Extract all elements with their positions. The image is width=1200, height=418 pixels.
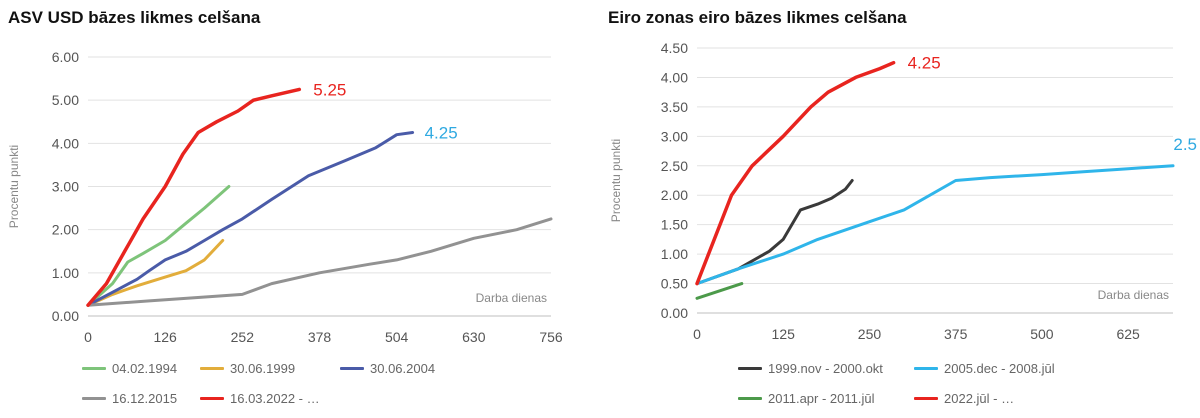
y-tick-label: 2.00	[52, 222, 79, 238]
chart-plot-eur: 0.000.501.001.502.002.503.003.504.004.50…	[609, 40, 1197, 342]
y-axis-label: Procentu punkti	[609, 139, 623, 222]
x-tick-label: 250	[858, 326, 882, 342]
y-tick-label: 4.50	[661, 40, 688, 56]
x-axis-label: Darba dienas	[476, 291, 547, 305]
series-line	[695, 179, 854, 286]
series-line	[86, 131, 415, 307]
y-tick-label: 3.50	[661, 99, 688, 115]
chart-title: ASV USD bāzes likmes celšana	[8, 8, 261, 27]
legend-item: 16.03.2022 - …	[200, 391, 320, 406]
legend-swatch	[82, 397, 106, 400]
legend-swatch	[914, 367, 938, 370]
series-line	[86, 185, 231, 307]
y-tick-label: 1.00	[661, 246, 688, 262]
x-tick-label: 252	[231, 329, 255, 345]
y-tick-label: 0.00	[661, 305, 688, 321]
y-tick-label: 3.00	[52, 179, 79, 195]
y-tick-label: 0.50	[661, 276, 688, 292]
series-line	[695, 164, 1175, 286]
y-tick-label: 2.00	[661, 187, 688, 203]
legend-item: 1999.nov - 2000.okt	[738, 361, 883, 376]
x-tick-label: 126	[153, 329, 177, 345]
legend-label: 30.06.1999	[230, 361, 296, 376]
y-tick-label: 6.00	[52, 49, 79, 65]
y-tick-label: 2.50	[661, 158, 688, 174]
legend-item: 2022.jūl - …	[914, 391, 1014, 406]
legend-swatch	[738, 397, 762, 400]
chart-title: Eiro zonas eiro bāzes likmes celšana	[608, 8, 907, 27]
y-tick-label: 3.00	[661, 128, 688, 144]
series-line	[86, 239, 225, 307]
x-tick-label: 504	[385, 329, 409, 345]
legend-swatch	[914, 397, 938, 400]
y-tick-label: 5.00	[52, 92, 79, 108]
y-tick-label: 0.00	[52, 308, 79, 324]
legend-item: 30.06.1999	[200, 361, 295, 376]
y-tick-label: 4.00	[661, 69, 688, 85]
legend-label: 04.02.1994	[112, 361, 178, 376]
x-tick-label: 625	[1116, 326, 1140, 342]
legend-item: 04.02.1994	[82, 361, 177, 376]
x-tick-label: 0	[693, 326, 701, 342]
legend-item: 30.06.2004	[340, 361, 435, 376]
x-tick-label: 500	[1030, 326, 1054, 342]
end-value-label: 4.25	[425, 124, 458, 143]
legend-item: 2005.dec - 2008.jūl	[914, 361, 1055, 376]
series-line	[86, 87, 302, 307]
legend-label: 30.06.2004	[370, 361, 436, 376]
chart-panel-usd: ASV USD bāzes likmes celšana 0.00 1.00 2.0…	[0, 0, 580, 418]
y-tick-label: 1.00	[52, 265, 79, 281]
x-tick-label: 375	[944, 326, 968, 342]
y-tick-label: 4.00	[52, 135, 79, 151]
chart-plot-usd: 0.00 1.00 2.00 3.00 4.00 5.00 6.00 0 126 252 378 50…	[7, 49, 563, 345]
end-value-label: 4.25	[908, 54, 941, 73]
legend-swatch	[200, 367, 224, 370]
legend-label: 2022.jūl - …	[944, 391, 1015, 406]
legend-swatch	[82, 367, 106, 370]
legend-item: 16.12.2015	[82, 391, 177, 406]
legend-swatch	[340, 367, 364, 370]
chart-panel-eur: Eiro zonas eiro bāzes likmes celšana 0.0…	[600, 0, 1200, 418]
legend-label: 2005.dec - 2008.jūl	[944, 361, 1055, 376]
legend-label: 16.12.2015	[112, 391, 178, 406]
legend-label: 1999.nov - 2000.okt	[768, 361, 883, 376]
end-value-label: 5.25	[313, 80, 346, 99]
x-tick-label: 756	[539, 329, 563, 345]
x-tick-label: 378	[308, 329, 332, 345]
legend-swatch	[738, 367, 762, 370]
legend-label: 2011.apr - 2011.jūl	[768, 391, 875, 406]
end-value-label: 2.5	[1173, 135, 1197, 154]
series-line	[695, 60, 896, 286]
legend-swatch	[200, 397, 224, 400]
x-axis-label: Darba dienas	[1098, 288, 1169, 302]
legend-item: 2011.apr - 2011.jūl	[738, 391, 874, 406]
legend-label: 16.03.2022 - …	[230, 391, 320, 406]
series-line	[86, 217, 553, 307]
x-tick-label: 0	[84, 329, 92, 345]
x-tick-label: 125	[772, 326, 796, 342]
series-line	[695, 282, 744, 300]
y-tick-label: 1.50	[661, 217, 688, 233]
y-axis-label: Procentu punkti	[7, 145, 21, 228]
x-tick-label: 630	[462, 329, 486, 345]
